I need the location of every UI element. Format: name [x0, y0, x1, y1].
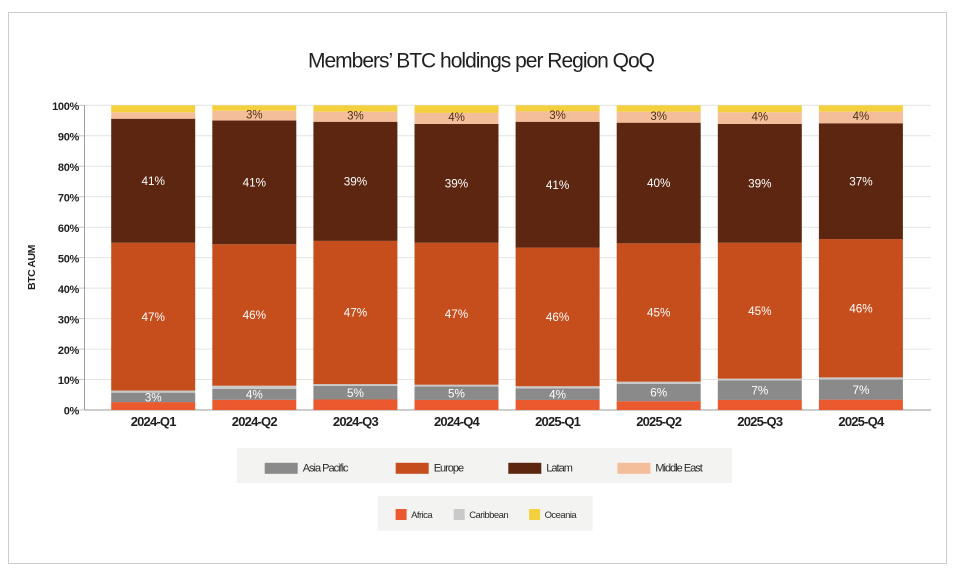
svg-text:3%: 3% [650, 111, 667, 123]
svg-text:10%: 10% [58, 375, 80, 387]
svg-text:40%: 40% [647, 177, 670, 190]
svg-text:47%: 47% [445, 308, 468, 321]
svg-text:41%: 41% [141, 175, 164, 188]
svg-text:Members’ BTC holdings per Regi: Members’ BTC holdings per Region QoQ [308, 50, 655, 73]
svg-text:39%: 39% [344, 176, 367, 189]
svg-text:45%: 45% [748, 305, 771, 318]
svg-text:47%: 47% [141, 311, 164, 324]
svg-text:40%: 40% [58, 284, 80, 296]
svg-text:45%: 45% [647, 307, 670, 320]
svg-text:60%: 60% [58, 223, 80, 235]
svg-text:5%: 5% [347, 387, 364, 400]
svg-text:70%: 70% [58, 192, 80, 204]
svg-text:4%: 4% [448, 112, 465, 124]
svg-text:BTC AUM: BTC AUM [26, 244, 38, 290]
svg-text:80%: 80% [58, 162, 80, 174]
svg-text:46%: 46% [243, 309, 266, 322]
svg-text:2025-Q4: 2025-Q4 [838, 414, 885, 429]
svg-text:2025-Q2: 2025-Q2 [636, 414, 682, 429]
svg-text:90%: 90% [58, 132, 80, 144]
svg-text:0%: 0% [64, 406, 80, 418]
svg-text:30%: 30% [58, 314, 80, 326]
svg-text:46%: 46% [849, 302, 872, 315]
svg-text:20%: 20% [58, 345, 80, 357]
svg-text:7%: 7% [852, 384, 869, 397]
svg-text:6%: 6% [650, 387, 667, 400]
svg-text:41%: 41% [546, 179, 569, 192]
svg-text:Asia Pacific: Asia Pacific [303, 463, 349, 475]
svg-text:Oceania: Oceania [545, 510, 578, 521]
svg-text:3%: 3% [549, 110, 566, 122]
svg-text:50%: 50% [58, 253, 80, 265]
svg-text:46%: 46% [546, 311, 569, 324]
svg-text:4%: 4% [853, 111, 870, 123]
svg-text:Europe: Europe [434, 463, 464, 475]
svg-text:39%: 39% [748, 178, 771, 191]
svg-text:4%: 4% [751, 112, 768, 124]
svg-text:2024-Q4: 2024-Q4 [434, 414, 481, 429]
svg-text:4%: 4% [246, 389, 263, 402]
svg-text:5%: 5% [448, 387, 465, 400]
svg-text:37%: 37% [849, 175, 872, 188]
svg-text:2024-Q1: 2024-Q1 [131, 414, 177, 429]
svg-text:2024-Q2: 2024-Q2 [232, 414, 278, 429]
svg-text:Caribbean: Caribbean [469, 510, 508, 521]
svg-text:7%: 7% [751, 384, 768, 397]
svg-text:Latam: Latam [546, 463, 572, 475]
svg-text:41%: 41% [243, 177, 266, 190]
svg-text:Africa: Africa [411, 510, 433, 521]
svg-text:100%: 100% [52, 101, 79, 113]
svg-text:3%: 3% [145, 392, 162, 405]
svg-text:2025-Q3: 2025-Q3 [737, 414, 783, 429]
svg-text:47%: 47% [344, 307, 367, 320]
svg-text:Middle East: Middle East [655, 463, 702, 475]
svg-text:3%: 3% [246, 109, 263, 121]
svg-text:3%: 3% [347, 110, 364, 122]
svg-text:2024-Q3: 2024-Q3 [333, 414, 379, 429]
svg-text:4%: 4% [549, 388, 566, 401]
svg-text:39%: 39% [445, 178, 468, 191]
svg-text:2025-Q1: 2025-Q1 [535, 414, 581, 429]
